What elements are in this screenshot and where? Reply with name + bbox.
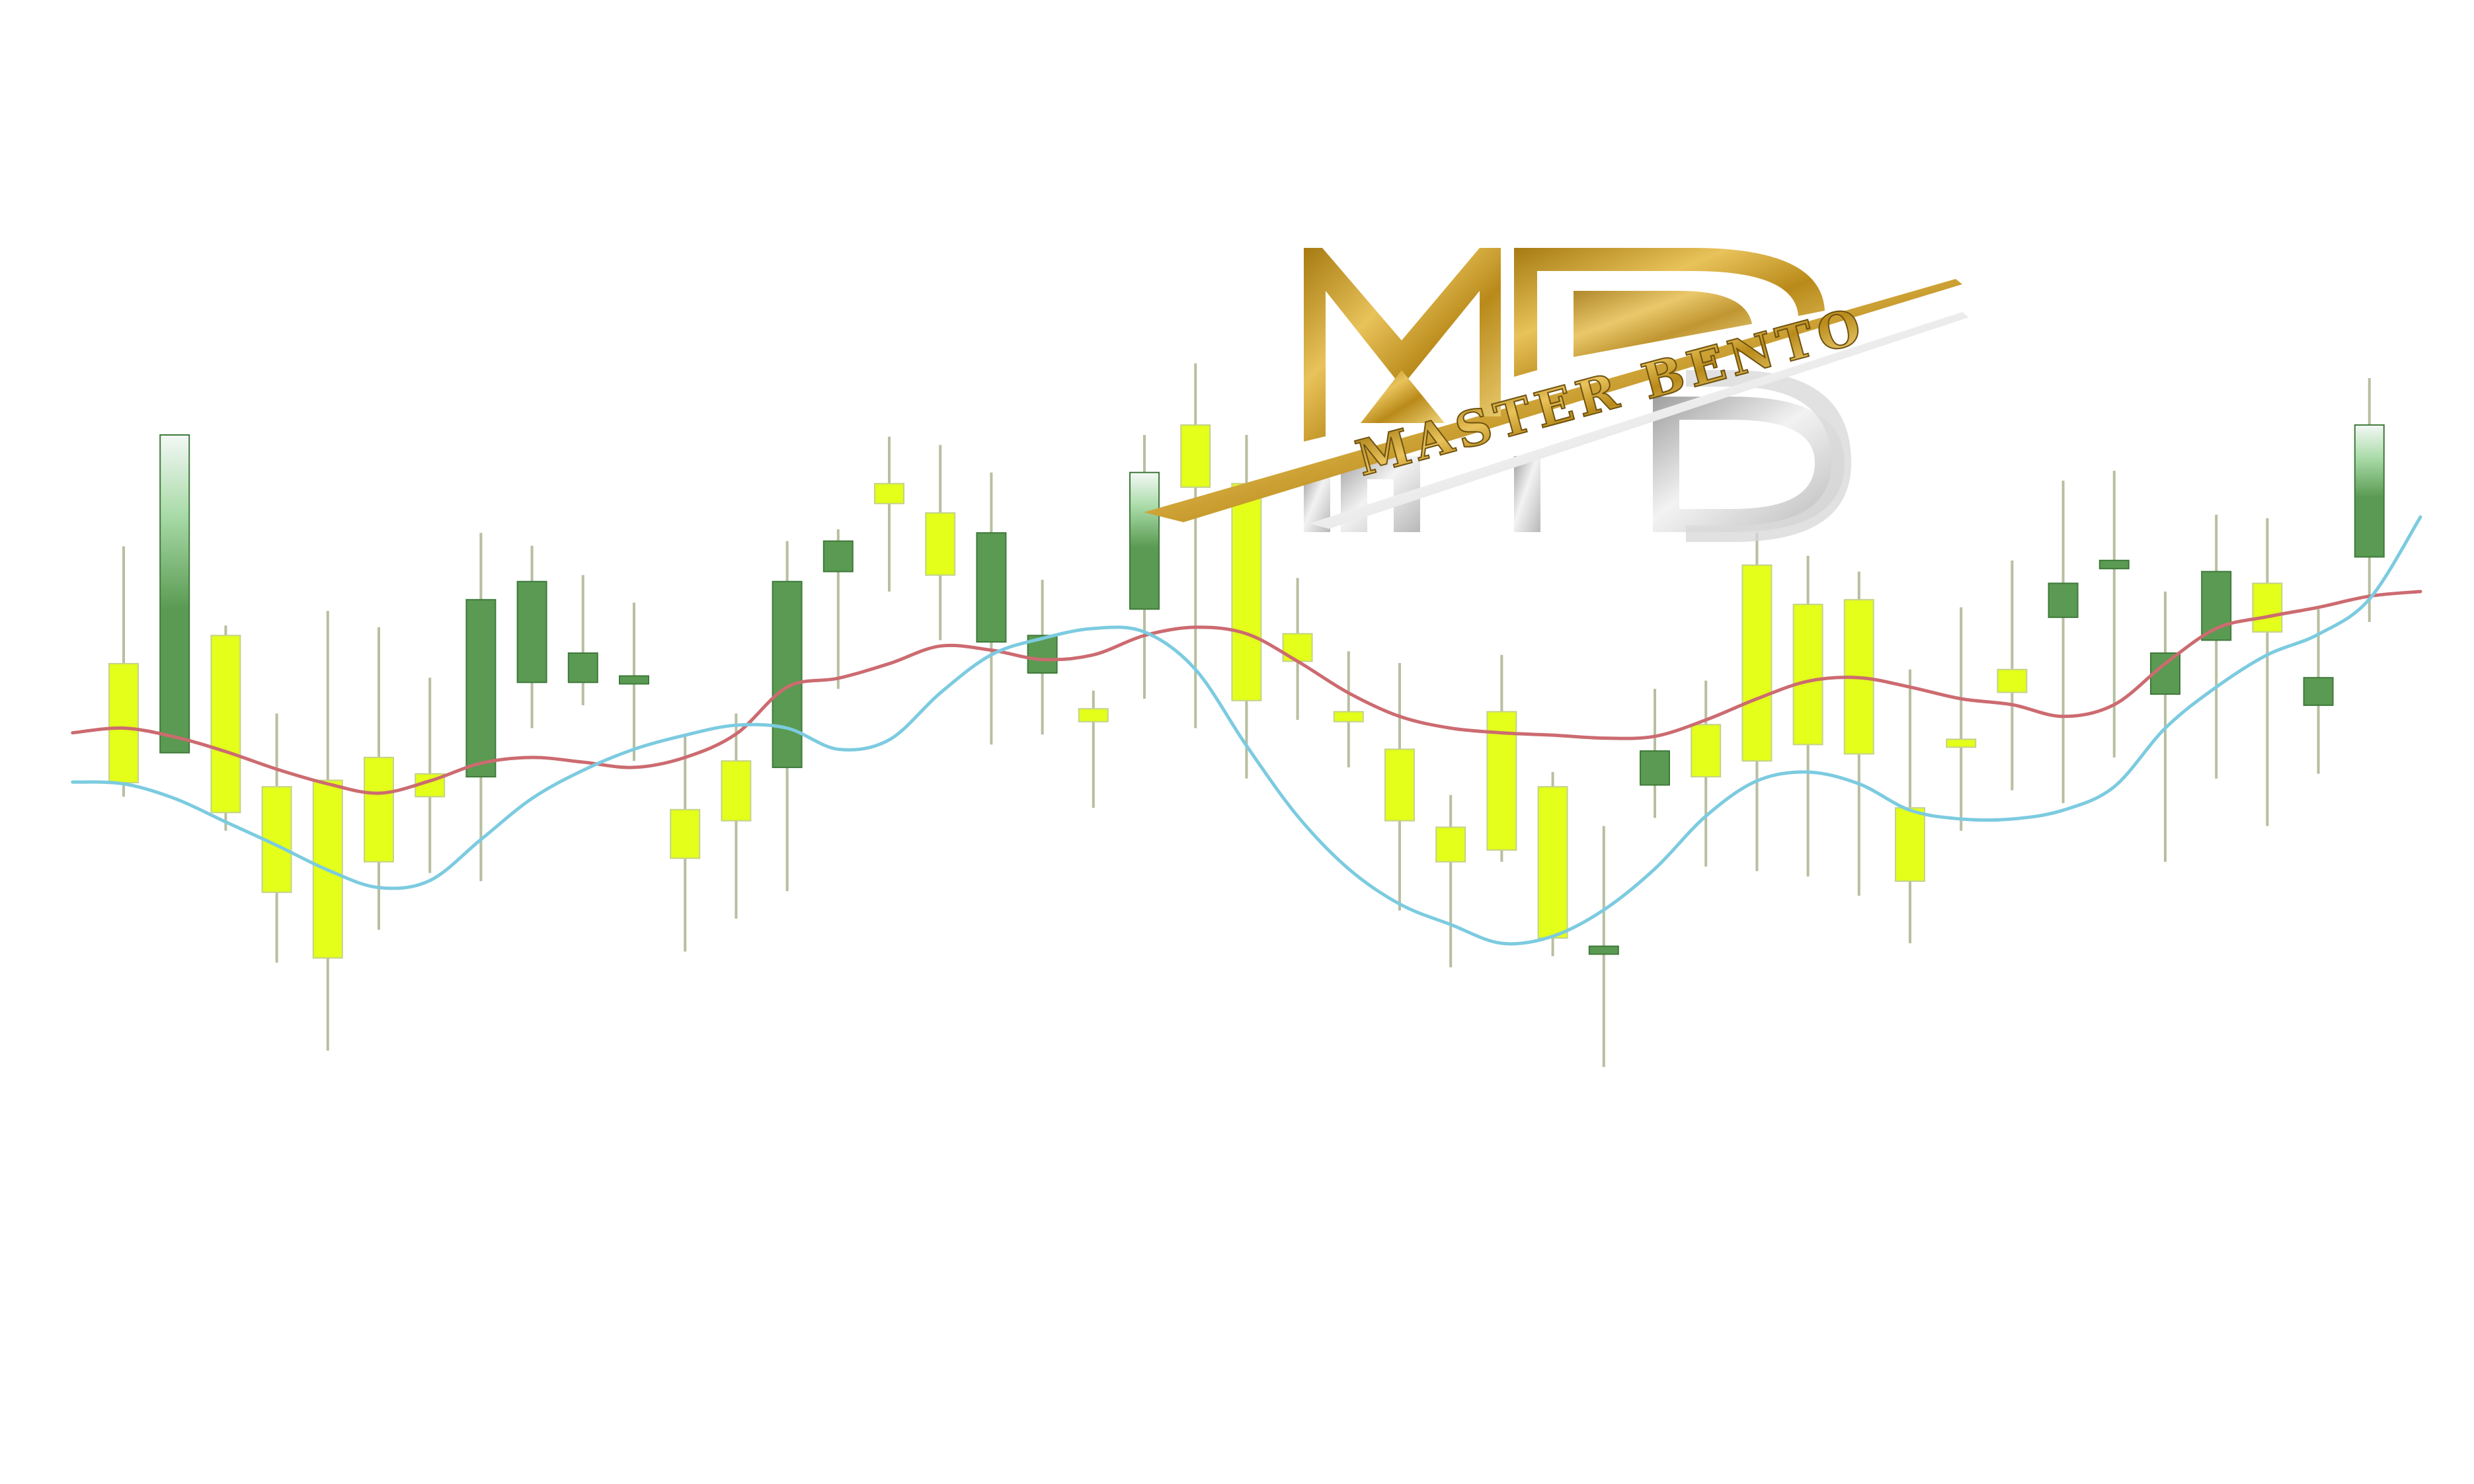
candles-layer [108, 363, 2385, 1068]
candle-body-bear [2252, 582, 2283, 633]
candle-body-bull [2098, 559, 2130, 570]
candle-34 [1843, 571, 1874, 896]
candle-5 [364, 627, 394, 930]
candle-body-bear [1282, 633, 1313, 662]
candle-body-bear [1792, 604, 1823, 746]
candle-body-bear [874, 483, 904, 504]
candle-17 [976, 472, 1007, 745]
candle-body-bear [1895, 807, 1925, 882]
logo-gold-b-icon [1514, 248, 1825, 377]
candle-43 [2303, 609, 2334, 774]
candle-body-bull [1588, 945, 1619, 955]
candle-29 [1588, 826, 1619, 1068]
candle-44 [2354, 377, 2385, 622]
candle-15 [874, 436, 904, 592]
candle-32 [1741, 533, 1773, 871]
candle-23 [1282, 578, 1313, 721]
candle-31 [1691, 680, 1722, 867]
logo-silver-swoosh-icon [1309, 312, 1969, 529]
fast-ma-line [71, 590, 2422, 795]
candle-13 [772, 541, 803, 892]
candle-9 [567, 574, 598, 705]
candle-30 [1640, 689, 1670, 818]
slow-ma-line [71, 515, 2422, 946]
candle-1 [159, 434, 190, 754]
candle-body-bear [1333, 711, 1364, 722]
candle-body-bear [1384, 748, 1415, 822]
candle-body-bull [2048, 582, 2079, 618]
candle-21 [1180, 363, 1211, 728]
candle-body-bull [976, 532, 1007, 643]
candle-10 [619, 602, 649, 762]
candle-36 [1946, 607, 1977, 831]
candle-25 [1384, 663, 1415, 911]
candle-body-bull [1640, 750, 1670, 786]
candle-19 [1078, 690, 1109, 808]
candle-41 [2201, 514, 2232, 779]
candle-body-bear [1537, 786, 1568, 939]
logo-gold-m-icon [1304, 248, 1501, 442]
candle-body-bear [670, 808, 701, 859]
candle-39 [2098, 471, 2130, 758]
candle-7 [465, 533, 497, 882]
candle-42 [2252, 518, 2283, 826]
candle-body-bull [619, 675, 649, 685]
candle-body-bull [159, 434, 190, 754]
candle-body-bull [2354, 424, 2385, 558]
candle-12 [721, 713, 752, 919]
candle-body-bear [1741, 564, 1773, 762]
candle-body-bear [1231, 483, 1262, 701]
candle-body-bear [1435, 826, 1466, 863]
candle-body-bull [1129, 471, 1160, 610]
moving-average-layer [71, 515, 2422, 946]
candle-body-bear [1180, 424, 1211, 488]
candle-body-bear [1997, 668, 2028, 693]
candle-body-bear [1691, 724, 1722, 778]
candle-body-bear [925, 512, 956, 576]
logo-gold-swoosh-icon [1144, 279, 1962, 522]
candle-body-bear [108, 662, 139, 783]
candle-37 [1997, 560, 2028, 791]
candle-6 [415, 678, 446, 873]
candle-20 [1129, 435, 1160, 699]
candle-body-bear [1078, 708, 1109, 722]
candle-22 [1231, 435, 1262, 779]
logo-silver-monogram-icon [1304, 370, 1851, 542]
candle-0 [108, 546, 139, 797]
candle-4 [312, 611, 343, 1051]
candle-body-bear [364, 756, 394, 863]
candle-body-bull [516, 580, 547, 683]
candle-body-bull [822, 540, 854, 572]
candle-33 [1792, 555, 1823, 877]
candle-16 [925, 445, 956, 641]
candle-11 [670, 736, 701, 952]
candle-28 [1537, 772, 1568, 957]
candle-body-bear [210, 635, 241, 814]
candle-14 [822, 529, 854, 689]
candle-3 [261, 713, 292, 963]
candle-8 [516, 545, 547, 728]
logo-gold-m-inner-icon [1361, 370, 1445, 423]
candle-27 [1486, 654, 1517, 862]
candle-35 [1895, 669, 1925, 944]
candle-body-bear [1946, 738, 1977, 748]
candle-body-bull [2303, 677, 2334, 706]
candle-2 [210, 625, 241, 831]
candle-38 [2048, 481, 2079, 804]
master-bento-logo: MASTER BENTO MB [1144, 248, 1969, 542]
candle-body-bull [465, 599, 497, 778]
candle-body-bull [772, 580, 803, 768]
candle-body-bull [567, 652, 598, 683]
candle-body-bear [721, 760, 752, 822]
candle-24 [1333, 651, 1364, 767]
candle-26 [1435, 795, 1466, 968]
